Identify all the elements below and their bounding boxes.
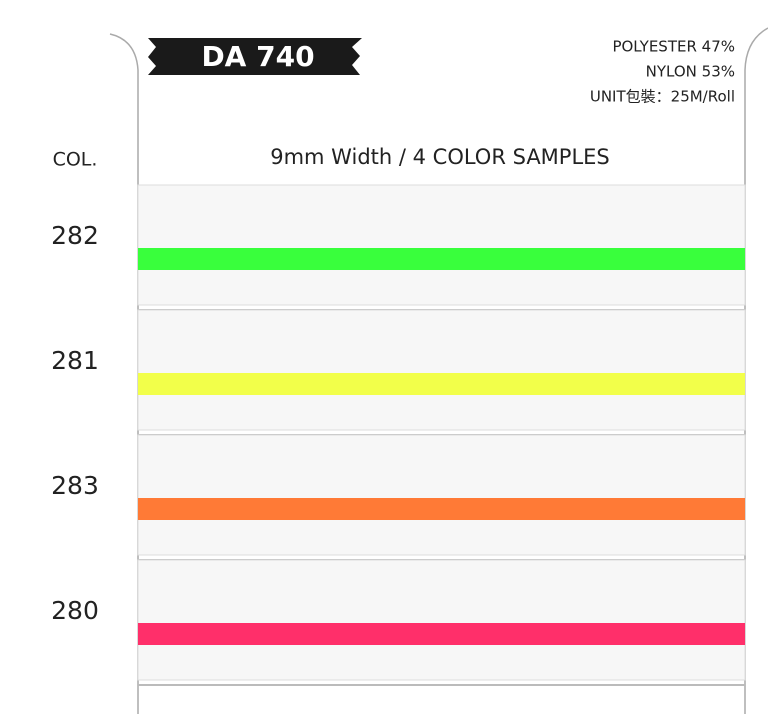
card-edge-right xyxy=(744,27,768,714)
color-code: 280 xyxy=(51,596,99,625)
composition-line: POLYESTER 47% xyxy=(612,38,735,56)
subtitle: 9mm Width / 4 COLOR SAMPLES xyxy=(270,145,610,169)
sheer-ribbon xyxy=(137,434,746,556)
product-code: DA 740 xyxy=(201,40,314,73)
color-code: 282 xyxy=(51,221,99,250)
sheer-ribbon xyxy=(137,559,746,681)
composition-line: NYLON 53% xyxy=(646,63,735,81)
sheer-ribbon xyxy=(137,309,746,431)
color-ribbon xyxy=(138,373,745,395)
color-code: 281 xyxy=(51,346,99,375)
card-edge-left xyxy=(109,33,139,714)
sheer-ribbon xyxy=(137,184,746,306)
color-code: 283 xyxy=(51,471,99,500)
composition-line: UNIT包裝：25M/Roll xyxy=(590,88,735,106)
column-label: COL. xyxy=(53,149,98,171)
sample-rows: 282 281 283 280 xyxy=(51,184,746,686)
code-banner xyxy=(148,38,362,75)
color-ribbon xyxy=(138,623,745,645)
color-ribbon xyxy=(138,498,745,520)
color-ribbon xyxy=(138,248,745,270)
